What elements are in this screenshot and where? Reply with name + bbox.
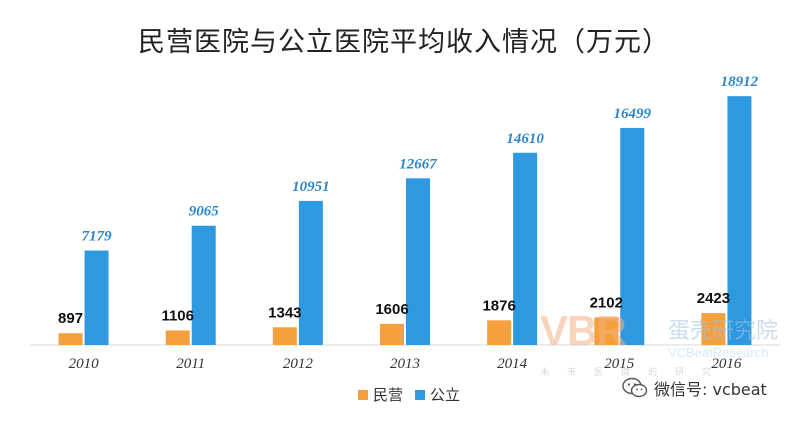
bar-public-2014 — [513, 152, 538, 345]
chart-title: 民营医院与公立医院平均收入情况（万元） — [138, 27, 670, 58]
legend-swatch-public — [415, 390, 425, 400]
legend-swatch-private — [358, 390, 368, 400]
data-label-public-2016: 18912 — [721, 74, 759, 90]
x-tick-2012: 2012 — [283, 356, 314, 372]
data-label-private-2014: 1876 — [482, 297, 515, 314]
data-label-private-2016: 2423 — [697, 290, 730, 307]
watermark: VBR 蛋壳研究院 VCBeatResearch 未来医健的研究 — [540, 305, 800, 380]
data-label-public-2011: 9065 — [189, 204, 220, 220]
bar-private-2014 — [487, 320, 512, 345]
bar-private-2015 — [594, 317, 619, 345]
bar-public-2012 — [298, 200, 323, 345]
data-label-public-2013: 12667 — [399, 156, 437, 172]
wechat-id: 微信号: vcbeat — [654, 380, 767, 399]
bar-private-2013 — [380, 323, 404, 345]
bar-private-2010 — [58, 333, 83, 345]
bar-public-2011 — [191, 225, 216, 345]
bar-private-2011 — [165, 330, 190, 345]
data-label-public-2012: 10951 — [292, 179, 330, 195]
x-tick-2014: 2014 — [497, 356, 528, 372]
bar-public-2013 — [406, 178, 430, 345]
x-tick-2016: 2016 — [711, 356, 742, 372]
watermark-subtitle: 未来医健的研究 — [540, 368, 730, 378]
watermark-brand-en: VCBeatResearch — [668, 345, 769, 360]
wechat-badge: 微信号: vcbeat — [622, 376, 767, 400]
data-label-private-2011: 1106 — [161, 307, 194, 324]
bar-private-2012 — [272, 327, 297, 345]
wechat-icon — [622, 377, 648, 398]
data-label-private-2013: 1606 — [375, 301, 408, 318]
bar-public-2010 — [84, 250, 109, 345]
watermark-logo: VBR — [540, 307, 627, 354]
data-label-public-2014: 14610 — [506, 131, 544, 147]
x-tick-2010: 2010 — [69, 356, 100, 372]
data-label-public-2010: 7179 — [82, 229, 113, 245]
bar-public-2015 — [620, 127, 645, 345]
data-label-private-2010: 897 — [58, 310, 83, 327]
legend-label-private: 民营 — [373, 386, 403, 404]
x-tick-2015: 2015 — [604, 356, 635, 372]
bar-public-2016 — [727, 96, 752, 345]
x-tick-2011: 2011 — [176, 356, 205, 372]
legend-label-public: 公立 — [430, 386, 460, 404]
legend: 民营 公立 — [358, 386, 460, 404]
watermark-brand-cn: 蛋壳研究院 — [668, 319, 779, 344]
data-label-public-2015: 16499 — [614, 106, 652, 122]
data-label-private-2012: 1343 — [268, 304, 301, 321]
bar-private-2016 — [701, 313, 726, 345]
data-label-private-2015: 2102 — [590, 294, 623, 311]
x-tick-2013: 2013 — [390, 356, 420, 372]
